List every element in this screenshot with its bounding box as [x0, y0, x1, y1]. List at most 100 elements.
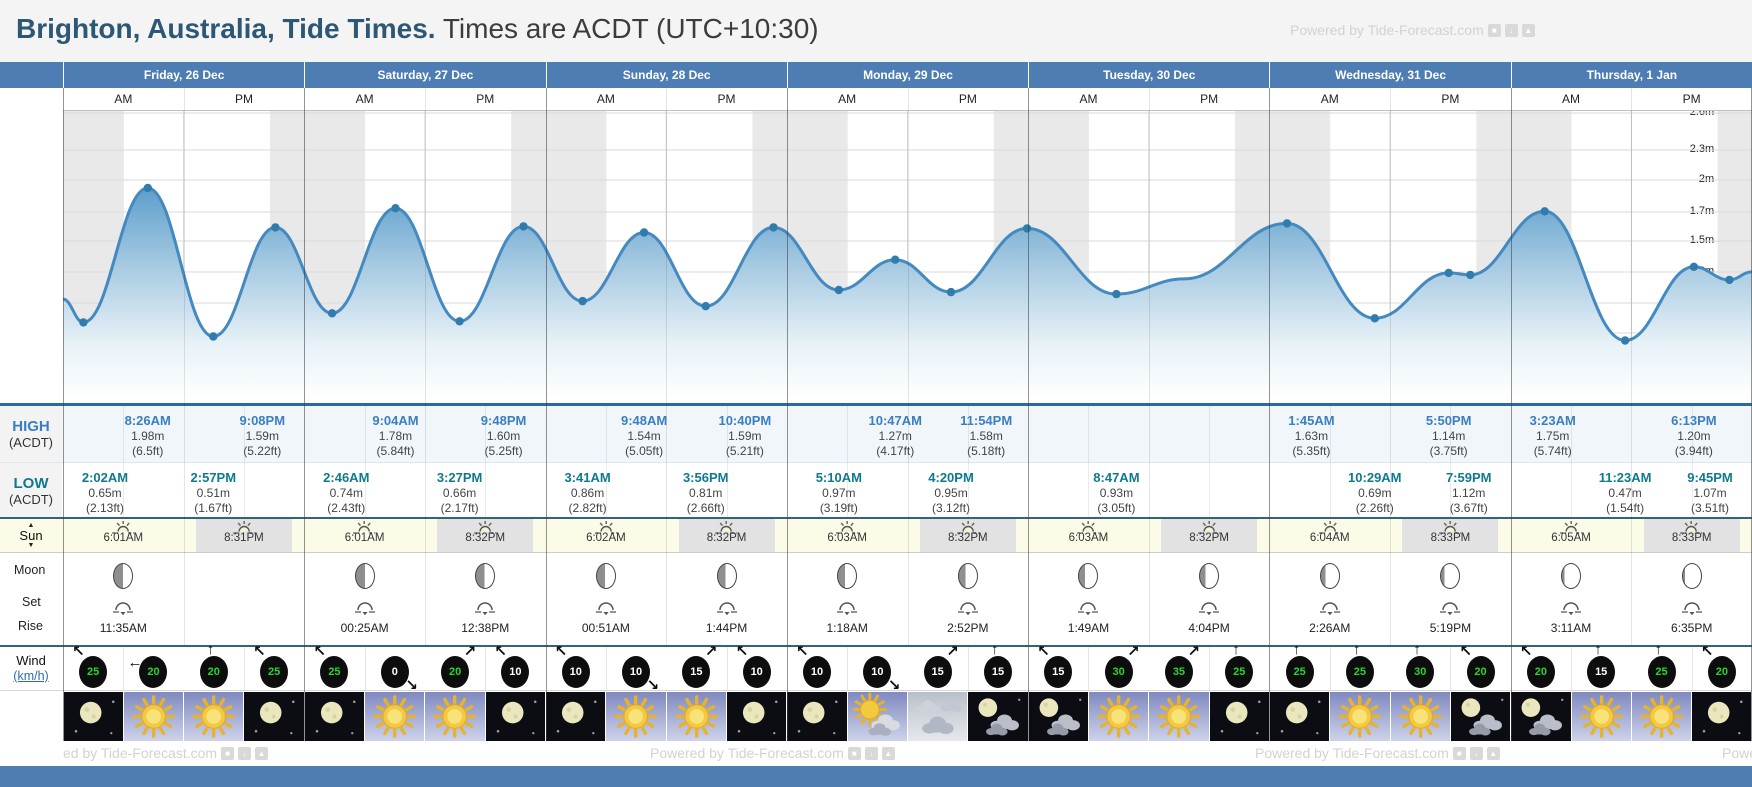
high-tide-event-height-ft: (5.84ft) [376, 444, 415, 459]
sunrise-time: 6:01AM [103, 532, 144, 544]
weather-sunny-icon [184, 692, 244, 741]
day-header-cell: Friday, 26 Dec [63, 62, 305, 88]
high-tide-event-height-m: 1.78m [378, 429, 413, 444]
moonrise-set-icon [595, 601, 617, 621]
wind-speed-value: 15 [923, 656, 952, 688]
sun-row-label: ▲ Sun ▼ [0, 519, 62, 552]
sunset-cell-background [678, 519, 775, 552]
low-tide-event-time: 2:57PM [190, 470, 237, 485]
weather-row [0, 690, 1752, 742]
moon-phase-icon [113, 563, 134, 589]
weather-clear-night-icon [63, 692, 123, 741]
low-tide-event: 7:59PM 1.12m (3.67ft) [1446, 470, 1492, 516]
wind-direction-arrow: ↗ [704, 643, 718, 660]
moon-event-time: 1:44PM [705, 621, 748, 635]
powered-by-watermark: ed by Tide-Forecast.com ■ ↓ ▲ [63, 745, 269, 761]
high-tide-event: 10:40PM 1.59m (5.21ft) [718, 413, 771, 459]
weather-clear-night-icon [1269, 692, 1330, 741]
low-tide-event-height-m: 0.69m [1358, 486, 1392, 501]
weather-clear-night-icon [1692, 692, 1752, 741]
moonrise-set-icon [112, 601, 134, 621]
low-tide-event-time: 10:29AM [1348, 470, 1402, 485]
watermark-app-icon: ■ [1487, 23, 1501, 37]
low-tide-event: 2:46AM 0.74m (2.43ft) [323, 470, 369, 516]
wind-speed-badge: 10 ↖ [795, 644, 839, 690]
high-tide-event: 9:04AM 1.78m (5.84ft) [372, 413, 418, 459]
high-tide-event-height-m: 1.20m [1677, 429, 1711, 444]
low-tide-event-time: 3:41AM [564, 470, 611, 485]
high-tide-event-height-m: 1.27m [878, 429, 912, 444]
high-tide-event: 8:26AM 1.98m (6.5ft) [125, 413, 171, 459]
sunrise-icon [827, 520, 867, 534]
wind-unit-link[interactable]: (km/h) [13, 668, 49, 683]
moon-row: Moon Set Rise 11:35AM 00:25AM 12:38PM 00… [0, 552, 1752, 646]
wind-direction-arrow: ↑ [1232, 641, 1240, 658]
low-tide-event-height-ft: (1.54ft) [1606, 501, 1645, 516]
weather-clear-night-icon [787, 692, 847, 741]
moon-phase-icon [957, 563, 978, 589]
low-tide-event: 10:29AM 0.69m (2.26ft) [1348, 470, 1401, 516]
low-tide-event-height-m: 0.97m [822, 486, 856, 501]
low-tide-event-height-m: 0.51m [196, 486, 230, 501]
low-tide-event-height-m: 0.93m [1099, 486, 1134, 501]
moonrise-set-icon [716, 601, 738, 621]
low-tide-event-height-ft: (2.26ft) [1355, 501, 1394, 516]
weather-sunny-icon [365, 692, 425, 741]
pm-label: PM [1200, 92, 1219, 106]
wind-speed-value: 30 [1406, 656, 1435, 688]
wind-direction-arrow: ↖ [1459, 643, 1473, 660]
wind-speed-value: 10 [742, 656, 771, 688]
weather-cloudy-night-icon [1450, 692, 1511, 741]
wind-direction-arrow: ↖ [72, 643, 85, 660]
wind-speed-value: 25 [1225, 656, 1254, 688]
sun-sort-down-icon[interactable]: ▼ [27, 542, 35, 549]
high-tide-event-time: 11:54PM [960, 413, 1013, 428]
moon-event-time: 1:18AM [826, 621, 868, 635]
sunrise-time: 6:02AM [586, 532, 626, 544]
low-tide-event-time: 9:45PM [1687, 470, 1733, 485]
high-tide-event-height-m: 1.14m [1431, 429, 1466, 444]
wind-speed-value: 25 [1647, 656, 1676, 688]
high-tz-label: (ACDT) [8, 435, 54, 450]
am-label: AM [1562, 92, 1581, 106]
low-tide-event-height-ft: (3.67ft) [1449, 501, 1488, 516]
wind-speed-badge: 25 ↖ [312, 644, 356, 690]
wind-speed-badge: 20 ↑ [192, 642, 236, 690]
wind-speed-badge: 0 ↘ [373, 647, 418, 693]
moon-event-time: 4:04PM [1188, 621, 1230, 635]
high-row-label: HIGH (ACDT) [0, 406, 62, 462]
sunset-icon [1672, 520, 1712, 534]
wind-speed-badge: 25 ↑ [1278, 642, 1322, 690]
sunrise-cell: 6:01AM [345, 520, 384, 544]
high-tide-event: 1:45AM 1.63m (5.35ft) [1288, 413, 1334, 459]
weather-cloudy-night-icon [1511, 692, 1571, 741]
weather-sunny-icon [1088, 692, 1149, 741]
wind-direction-arrow: ↘ [646, 677, 660, 694]
sunset-time: 8:32PM [947, 532, 988, 544]
watermark-app-icon: ▲ [881, 746, 895, 760]
sunset-cell-background [1643, 519, 1740, 552]
wind-direction-arrow: ↗ [1187, 643, 1200, 660]
moonrise-set-icon [1560, 601, 1582, 621]
moonrise-set-icon [1439, 601, 1461, 621]
wind-speed-badge: 25 ↑ [1217, 642, 1261, 690]
sun-label: Sun [19, 528, 43, 543]
wind-row: Wind (km/h) 25 ↖ 20 ← 20 ↑ 25 ↖ 25 ↖ 0 ↘ 20 ↗ 10 ↖ 10 ↖ 10… [0, 642, 1752, 694]
sun-sort-up-icon[interactable]: ▲ [27, 522, 35, 529]
wind-label: Wind [16, 653, 46, 669]
day-header-cell: Wednesday, 31 Dec [1269, 62, 1511, 88]
low-tide-event-height-m: 0.81m [689, 486, 723, 501]
moonrise-set-icon [1077, 601, 1099, 621]
low-tide-event-height-ft: (2.82ft) [568, 501, 607, 516]
watermark-app-icon: ■ [847, 746, 861, 760]
weather-sunny-icon [1330, 692, 1390, 741]
day-header-cell: Thursday, 1 Jan [1510, 62, 1752, 88]
high-tide-event-height-ft: (5.25ft) [484, 444, 523, 459]
moonrise-set-icon [354, 601, 376, 621]
weather-sunny-icon [1631, 692, 1692, 741]
moon-event-time: 12:38PM [461, 621, 510, 635]
powered-by-watermark: Powered by Tide-Forecast.com■↓▲ [650, 745, 895, 761]
low-tide-event: 3:41AM 0.86m (2.82ft) [564, 470, 610, 516]
high-tide-event-height-m: 1.60m [486, 429, 521, 444]
wind-direction-arrow: ↑ [1654, 641, 1663, 658]
